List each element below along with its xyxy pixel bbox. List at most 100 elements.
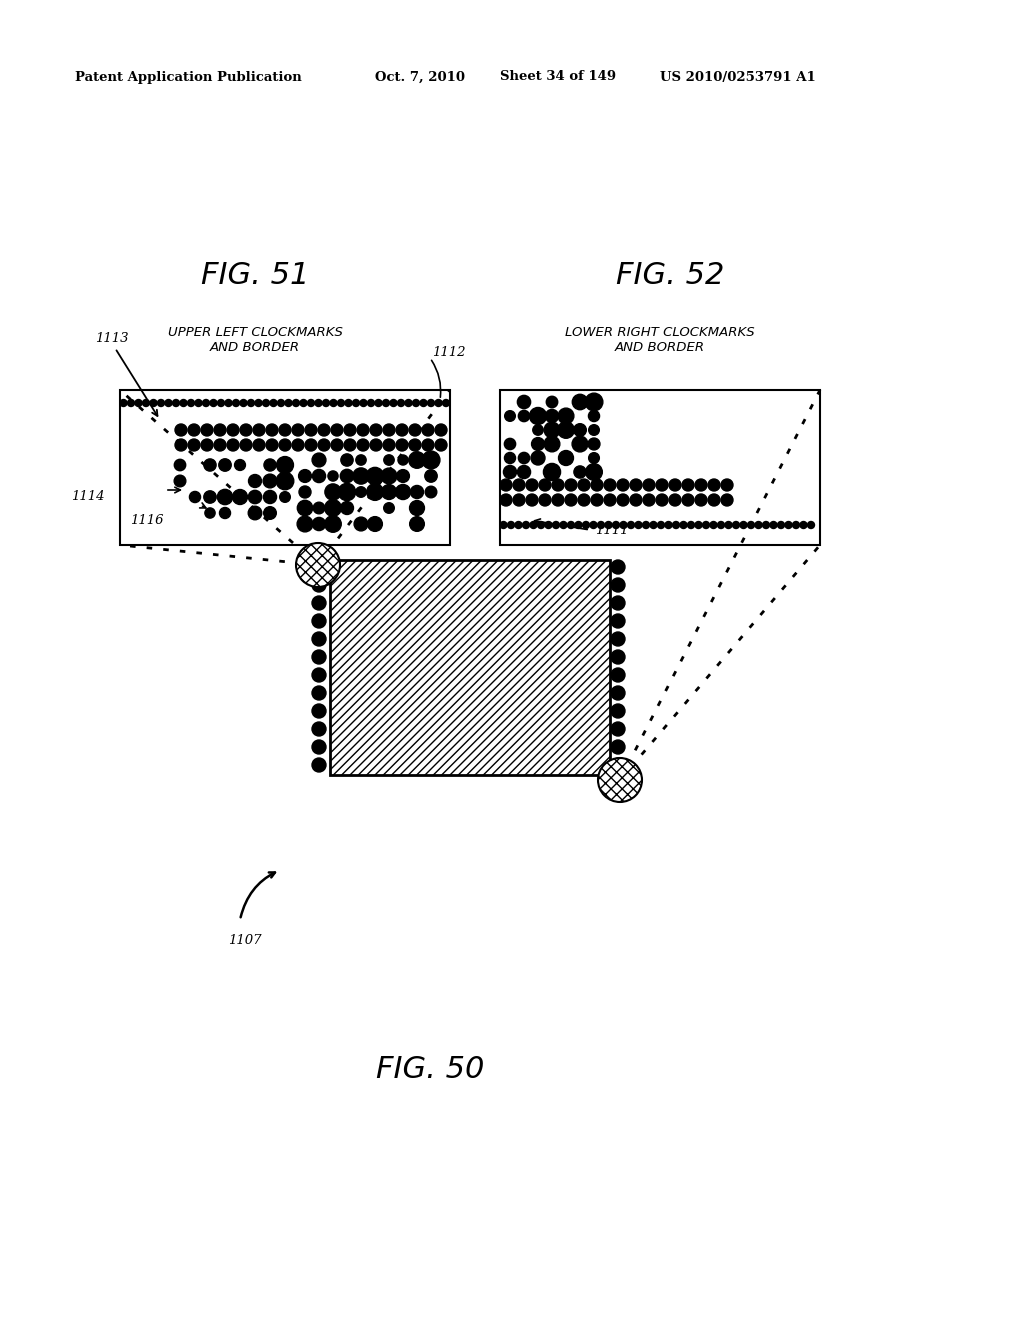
Circle shape [669, 494, 681, 506]
Circle shape [642, 521, 649, 528]
Circle shape [175, 440, 187, 451]
Text: 1107: 1107 [228, 933, 262, 946]
Circle shape [204, 459, 216, 471]
Circle shape [188, 424, 200, 436]
Text: 1111: 1111 [595, 524, 629, 536]
Circle shape [518, 411, 529, 421]
Circle shape [611, 741, 625, 754]
Circle shape [710, 521, 717, 528]
Circle shape [150, 400, 157, 407]
Circle shape [381, 469, 397, 484]
Circle shape [708, 494, 720, 506]
Circle shape [611, 758, 625, 772]
Circle shape [175, 424, 187, 436]
Circle shape [195, 400, 202, 407]
Bar [120, 389, 450, 545]
Circle shape [234, 459, 246, 470]
Circle shape [352, 400, 359, 407]
Circle shape [367, 467, 384, 484]
Circle shape [189, 491, 201, 503]
Circle shape [312, 578, 326, 591]
Circle shape [505, 411, 515, 421]
Circle shape [396, 470, 410, 482]
Circle shape [598, 758, 642, 803]
Circle shape [315, 400, 322, 407]
Circle shape [682, 494, 694, 506]
Circle shape [515, 521, 522, 528]
Circle shape [297, 500, 312, 516]
Circle shape [312, 741, 326, 754]
Text: 1114: 1114 [72, 491, 105, 503]
Circle shape [390, 400, 397, 407]
Circle shape [513, 479, 525, 491]
Circle shape [264, 459, 276, 471]
Circle shape [546, 409, 559, 422]
Circle shape [695, 494, 707, 506]
Circle shape [591, 479, 603, 491]
Circle shape [158, 400, 165, 407]
Text: Oct. 7, 2010: Oct. 7, 2010 [375, 70, 465, 83]
Circle shape [425, 486, 437, 498]
Circle shape [427, 400, 434, 407]
Circle shape [687, 521, 694, 528]
Circle shape [312, 597, 326, 610]
Circle shape [630, 479, 642, 491]
Circle shape [285, 400, 292, 407]
Text: 1116: 1116 [130, 513, 164, 527]
Circle shape [793, 521, 800, 528]
Circle shape [708, 479, 720, 491]
Circle shape [420, 400, 427, 407]
Circle shape [777, 521, 784, 528]
Circle shape [422, 424, 434, 436]
Circle shape [270, 400, 278, 407]
Circle shape [279, 424, 291, 436]
Circle shape [396, 440, 408, 451]
Circle shape [573, 424, 587, 437]
Circle shape [398, 455, 408, 465]
Circle shape [263, 491, 276, 503]
Circle shape [575, 521, 582, 528]
Circle shape [312, 704, 326, 718]
Circle shape [572, 436, 588, 451]
Circle shape [368, 516, 382, 532]
Circle shape [558, 450, 573, 466]
Circle shape [203, 400, 210, 407]
Circle shape [604, 494, 616, 506]
Circle shape [565, 479, 577, 491]
Circle shape [635, 521, 642, 528]
Circle shape [266, 440, 278, 451]
Circle shape [680, 521, 687, 528]
Circle shape [656, 494, 668, 506]
Circle shape [165, 400, 172, 407]
Circle shape [532, 425, 543, 436]
Circle shape [513, 494, 525, 506]
Circle shape [312, 722, 326, 737]
Circle shape [397, 400, 404, 407]
Text: 1113: 1113 [95, 331, 128, 345]
Circle shape [695, 521, 702, 528]
Circle shape [695, 479, 707, 491]
Circle shape [278, 400, 285, 407]
Circle shape [770, 521, 777, 528]
Circle shape [572, 395, 588, 409]
Circle shape [558, 421, 574, 438]
Circle shape [276, 457, 294, 474]
Circle shape [255, 400, 262, 407]
Circle shape [201, 440, 213, 451]
Circle shape [204, 491, 216, 503]
Circle shape [338, 483, 355, 500]
Circle shape [174, 459, 185, 471]
Circle shape [253, 424, 265, 436]
Circle shape [409, 451, 425, 469]
Circle shape [340, 470, 353, 483]
Circle shape [214, 424, 226, 436]
Circle shape [755, 521, 762, 528]
Circle shape [558, 408, 573, 424]
Circle shape [611, 704, 625, 718]
Circle shape [578, 494, 590, 506]
Circle shape [355, 455, 367, 465]
Circle shape [120, 400, 127, 407]
Bar [330, 560, 610, 775]
Text: Patent Application Publication: Patent Application Publication [75, 70, 302, 83]
Circle shape [360, 400, 367, 407]
